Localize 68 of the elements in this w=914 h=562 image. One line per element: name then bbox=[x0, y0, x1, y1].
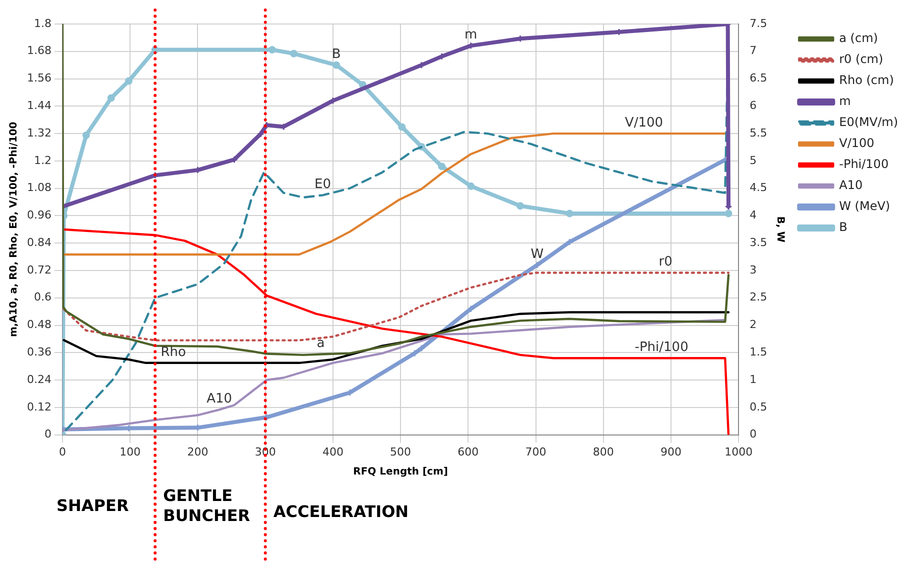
x-tick-label: 200 bbox=[187, 445, 208, 458]
text: SHAPER bbox=[56, 496, 129, 515]
legend-label: V/100 bbox=[839, 136, 874, 150]
y2-tick-label: 2 bbox=[750, 318, 757, 332]
y-tick-label: 0.36 bbox=[26, 346, 52, 358]
legend-label: W (MeV) bbox=[839, 199, 890, 214]
y2-tick-label: 0 bbox=[750, 428, 757, 441]
x-tick-label: 800 bbox=[592, 445, 614, 458]
y2-axis-title: B, W bbox=[774, 216, 786, 242]
y-tick-label: 0 bbox=[44, 428, 52, 441]
x-tick-label: 1000 bbox=[724, 445, 753, 458]
y-tick-label: 1.44 bbox=[26, 99, 52, 112]
x-tick-label: 100 bbox=[120, 445, 141, 458]
x-tick-label: 600 bbox=[458, 445, 479, 458]
x-tick-label: 500 bbox=[390, 445, 412, 458]
y-tick-label: 0.6 bbox=[34, 290, 52, 304]
annotation: a bbox=[316, 336, 325, 352]
y-tick-label: 1.68 bbox=[26, 44, 52, 58]
y-tick-label: 1.56 bbox=[26, 72, 52, 85]
y2-tick-label: 6.5 bbox=[750, 72, 768, 85]
y2-tick-label: 0.5 bbox=[750, 400, 768, 414]
y-tick-label: 1.8 bbox=[34, 16, 52, 30]
y-tick-label: 0.72 bbox=[26, 263, 52, 276]
x-tick-label: 400 bbox=[322, 445, 344, 458]
y2-tick-label: 1.5 bbox=[750, 346, 768, 358]
y2-tick-label: 3.5 bbox=[750, 236, 768, 249]
y2-tick-label: 7 bbox=[750, 44, 757, 58]
text: GENTLE BUNCHER bbox=[163, 486, 250, 525]
legend-label: a (cm) bbox=[839, 31, 878, 46]
x-axis-title: RFQ Length [cm] bbox=[353, 466, 448, 478]
annotation: m bbox=[464, 28, 478, 43]
y-tick-label: 0.12 bbox=[26, 400, 52, 414]
legend-label: Rho (cm) bbox=[839, 73, 894, 88]
legend-label: A10 bbox=[839, 178, 863, 192]
y2-tick-label: 5 bbox=[750, 154, 757, 167]
y-tick-label: 1.32 bbox=[26, 126, 52, 140]
annotation: -Phi/100 bbox=[634, 340, 688, 355]
y-tick-label: 0.96 bbox=[26, 208, 52, 222]
y2-tick-label: 5.5 bbox=[750, 126, 768, 140]
annotation: B bbox=[332, 46, 341, 62]
annotation: W bbox=[530, 246, 544, 262]
y2-tick-label: 3 bbox=[750, 263, 757, 276]
x-tick-label: 0 bbox=[58, 445, 66, 458]
annotation: Rho bbox=[160, 344, 186, 360]
text: ACCELERATION bbox=[273, 502, 409, 521]
x-tick-label: 900 bbox=[660, 445, 682, 458]
annotation: A10 bbox=[206, 392, 232, 407]
y2-tick-label: 1 bbox=[750, 372, 757, 386]
y2-tick-label: 4 bbox=[750, 208, 757, 222]
legend-label: m bbox=[839, 94, 851, 108]
legend-label: E0(MV/m) bbox=[839, 115, 898, 130]
annotation: r0 bbox=[658, 254, 672, 270]
annotation: E0 bbox=[314, 177, 332, 192]
annotation: V/100 bbox=[624, 115, 664, 130]
legend-label: B bbox=[839, 220, 848, 234]
y-tick-label: 0.84 bbox=[26, 236, 52, 249]
y-tick-label: 0.48 bbox=[26, 318, 52, 332]
y-tick-label: 0.24 bbox=[26, 372, 52, 386]
y2-tick-label: 4.5 bbox=[750, 181, 768, 194]
y-tick-label: 1.08 bbox=[26, 181, 52, 194]
y2-tick-label: 7.5 bbox=[750, 16, 768, 30]
y2-tick-label: 6 bbox=[750, 99, 757, 112]
y-axis-title: m,A10, a, R0, Rho, E0, V/100, -Phi/100 bbox=[8, 122, 20, 338]
legend-label: r0 (cm) bbox=[839, 52, 884, 66]
y-tick-label: 1.2 bbox=[34, 154, 52, 167]
legend-label: -Phi/100 bbox=[839, 157, 889, 172]
y2-tick-label: 2.5 bbox=[750, 290, 768, 304]
x-tick-label: 700 bbox=[525, 445, 546, 458]
